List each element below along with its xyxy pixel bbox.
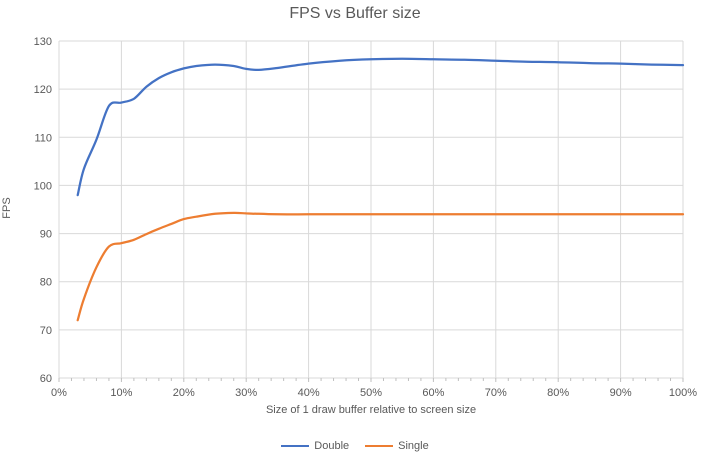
x-tick-label: 60%: [422, 387, 444, 399]
y-tick-label: 70: [40, 325, 52, 337]
y-tick-label: 80: [40, 277, 52, 289]
series-line-single: [76, 211, 685, 322]
legend-label-double: Double: [314, 440, 350, 452]
legend-item-double: Double: [281, 440, 349, 452]
y-tick-label: 100: [34, 180, 52, 192]
legend-swatch-double-icon: [281, 445, 310, 447]
x-tick-label: 90%: [610, 387, 632, 399]
legend-item-single: Single: [365, 440, 429, 452]
x-tick-label: 100%: [669, 387, 697, 399]
x-axis-title: Size of 1 draw buffer relative to screen…: [265, 404, 477, 416]
chart-title: FPS vs Buffer size: [289, 5, 421, 22]
x-tick-label: 40%: [298, 387, 320, 399]
y-axis-title: FPS: [1, 197, 13, 219]
x-tick-label: 20%: [173, 387, 195, 399]
legend: Double Single: [0, 440, 710, 452]
y-tick-label: 110: [34, 132, 52, 144]
x-tick-label: 30%: [235, 387, 257, 399]
y-tick-label: 120: [34, 84, 52, 96]
x-tick-label: 50%: [360, 387, 382, 399]
legend-label-single: Single: [398, 440, 429, 452]
x-tick-label: 0%: [51, 387, 67, 399]
x-tick-label: 80%: [547, 387, 569, 399]
x-tick-label: 70%: [485, 387, 507, 399]
legend-swatch-single-icon: [365, 445, 394, 447]
x-tick-label: 10%: [110, 387, 132, 399]
y-tick-label: 60: [40, 373, 52, 385]
y-tick-label: 130: [34, 36, 52, 48]
y-tick-label: 90: [40, 229, 52, 241]
series-line-double: [76, 57, 685, 197]
